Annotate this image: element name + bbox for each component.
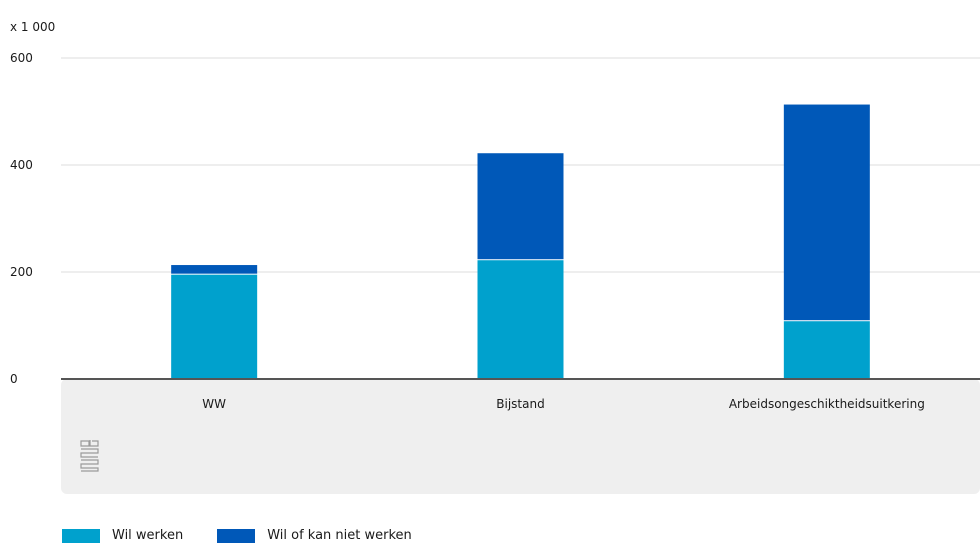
y-tick-label-0: 0 (10, 372, 18, 386)
legend-item-wil-of-kan-niet-werken: Wil of kan niet werken (217, 528, 412, 543)
legend-item-wil-werken: Wil werken (62, 528, 183, 543)
category-label-bijstand: Bijstand (496, 397, 544, 411)
bar-bijstand-wil-of-kan-niet-werken (477, 153, 564, 260)
y-tick-label-600: 600 (10, 51, 33, 65)
legend-swatch-wil-werken (62, 528, 100, 543)
bar-arbeidsongeschiktheidsuitkering-wil-of-kan-niet-werken (783, 104, 870, 321)
category-label-arbeidsongeschiktheidsuitkering: Arbeidsongeschiktheidsuitkering (729, 397, 925, 411)
bars (171, 104, 870, 378)
bar-arbeidsongeschiktheidsuitkering-wil-werken (783, 321, 870, 378)
legend-label-wil-of-kan-niet-werken: Wil of kan niet werken (267, 528, 412, 543)
y-axis-tick-labels: 0 200 400 600 (10, 51, 33, 386)
legend-label-wil-werken: Wil werken (112, 528, 184, 543)
y-tick-label-200: 200 (10, 265, 33, 279)
y-tick-label-400: 400 (10, 158, 33, 172)
bar-ww-wil-werken (171, 274, 258, 378)
category-label-ww: WW (202, 397, 226, 411)
legend: Wil werken Wil of kan niet werken (62, 528, 412, 543)
bar-bijstand-wil-werken (477, 260, 564, 378)
legend-swatch-wil-of-kan-niet-werken (217, 528, 256, 543)
category-labels: WW Bijstand Arbeidsongeschiktheidsuitkerin… (202, 397, 925, 411)
category-axis-band (61, 379, 980, 494)
unit-label: x 1 000 (10, 20, 55, 34)
cbs-logo-icon (80, 440, 99, 472)
bar-ww-wil-of-kan-niet-werken (171, 265, 258, 274)
